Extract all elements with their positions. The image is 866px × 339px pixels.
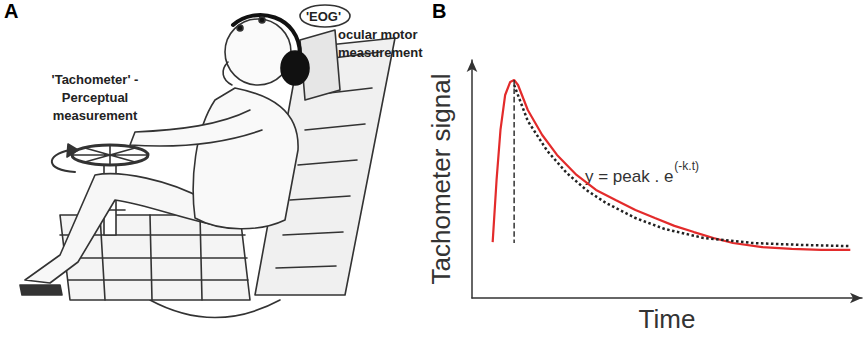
svg-text:B: B [432, 0, 446, 22]
svg-text:A: A [4, 0, 18, 22]
svg-text:Perceptual: Perceptual [62, 90, 128, 105]
svg-text:'EOG': 'EOG' [306, 9, 341, 24]
svg-text:Tachometer signal: Tachometer signal [426, 74, 456, 285]
svg-text:Time: Time [639, 304, 696, 334]
svg-text:y = peak . e: y = peak . e [585, 167, 673, 186]
svg-text:(-k.t): (-k.t) [674, 159, 699, 173]
svg-text:ocular motor: ocular motor [338, 27, 417, 42]
svg-text:measurement: measurement [53, 108, 138, 123]
svg-text:measurement: measurement [338, 45, 423, 60]
svg-text:'Tachometer' -: 'Tachometer' - [52, 72, 139, 87]
